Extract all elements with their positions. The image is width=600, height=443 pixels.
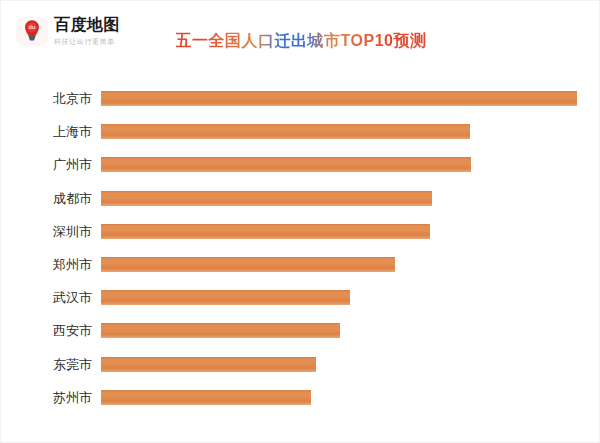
svg-text:du: du bbox=[29, 25, 36, 31]
